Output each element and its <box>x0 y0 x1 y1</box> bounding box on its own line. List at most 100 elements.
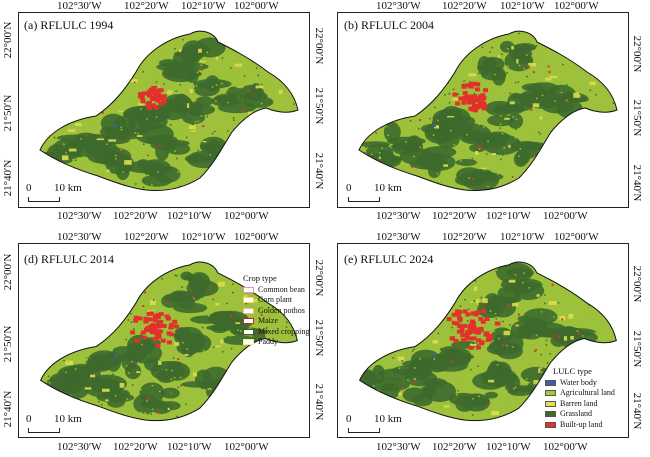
grassland-patch <box>173 327 191 341</box>
texture-pixel <box>499 127 501 129</box>
texture-pixel <box>168 74 170 76</box>
study-area-boundary <box>40 261 298 422</box>
texture-pixel <box>214 349 217 352</box>
texture-pixel <box>554 337 556 340</box>
texture-pixel <box>562 171 564 174</box>
texture-pixel <box>176 274 178 277</box>
texture-pixel <box>599 296 602 299</box>
texture-pixel <box>295 402 298 404</box>
texture-pixel <box>140 413 143 415</box>
texture-pixel <box>448 92 451 95</box>
texture-pixel <box>274 136 277 139</box>
texture-pixel <box>441 92 443 94</box>
texture-pixel <box>400 325 402 328</box>
built-up-patch <box>451 312 457 317</box>
texture-pixel <box>169 392 171 395</box>
grassland-patch <box>163 362 191 381</box>
texture-pixel <box>213 346 215 349</box>
texture-pixel <box>463 80 465 82</box>
texture-pixel <box>50 290 53 292</box>
texture-pixel <box>177 386 179 389</box>
lulc-legend-item: Water body <box>545 378 615 389</box>
texture-pixel <box>538 69 541 71</box>
texture-pixel <box>192 274 194 276</box>
texture-pixel <box>453 144 456 146</box>
grassland-patch <box>238 84 265 100</box>
texture-pixel <box>249 393 251 396</box>
barren-patch <box>491 410 499 416</box>
grassland-patch <box>517 323 545 340</box>
texture-pixel <box>554 100 557 102</box>
texture-pixel <box>186 296 189 298</box>
texture-pixel <box>250 49 252 51</box>
texture-pixel <box>527 304 529 307</box>
texture-pixel <box>51 92 54 94</box>
built-up-patch <box>457 310 463 315</box>
texture-pixel <box>267 191 269 193</box>
lat-label: 21°40′N <box>631 164 643 202</box>
grassland-patch <box>136 159 150 169</box>
texture-pixel <box>41 156 43 158</box>
texture-pixel <box>375 286 377 288</box>
texture-pixel <box>91 335 93 338</box>
texture-pixel <box>461 132 464 134</box>
texture-pixel <box>78 332 80 334</box>
built-up-patch <box>141 91 147 96</box>
barren-patch <box>482 298 488 304</box>
crop-legend-item: Maize <box>243 316 309 327</box>
texture-pixel <box>426 419 429 421</box>
texture-pixel <box>160 145 162 147</box>
texture-pixel <box>360 345 363 348</box>
lat-label: 22°00′N <box>2 253 14 291</box>
built-up-patch <box>461 84 467 89</box>
texture-pixel <box>594 283 596 286</box>
barren-patch <box>202 140 207 143</box>
barren-patch <box>573 92 581 98</box>
texture-pixel <box>219 166 222 169</box>
texture-pixel <box>62 38 65 41</box>
texture-pixel <box>557 302 560 304</box>
barren-patch <box>118 110 125 112</box>
texture-pixel <box>254 118 257 121</box>
texture-pixel <box>125 365 128 367</box>
texture-pixel <box>374 107 376 109</box>
texture-pixel <box>418 324 420 326</box>
texture-pixel <box>215 100 217 102</box>
texture-pixel <box>489 51 491 53</box>
barren-patch <box>468 73 476 77</box>
texture-pixel <box>467 320 469 322</box>
texture-pixel <box>473 300 476 302</box>
crop-swatch <box>243 328 254 335</box>
texture-pixel <box>506 71 508 74</box>
texture-pixel <box>609 361 611 363</box>
texture-pixel <box>422 46 424 48</box>
texture-pixel <box>131 342 134 344</box>
texture-pixel <box>214 410 217 413</box>
built-up-patch <box>464 94 470 99</box>
texture-pixel <box>386 376 388 378</box>
texture-pixel <box>383 94 385 96</box>
texture-pixel <box>452 292 454 294</box>
texture-pixel <box>413 337 415 339</box>
built-up-patch <box>465 336 471 341</box>
texture-pixel <box>156 171 159 173</box>
texture-pixel <box>244 100 247 102</box>
texture-pixel <box>522 281 524 284</box>
lulc-legend-label: Grassland <box>560 409 592 418</box>
built-up-patch <box>143 319 149 324</box>
texture-pixel <box>155 81 158 83</box>
texture-pixel <box>152 408 154 411</box>
texture-pixel <box>194 401 196 403</box>
lon-label: 102°30′W <box>376 231 421 243</box>
texture-pixel <box>195 85 198 87</box>
texture-pixel <box>538 131 540 134</box>
texture-pixel <box>478 302 481 305</box>
built-up-patch <box>469 329 475 334</box>
barren-patch <box>269 370 274 373</box>
barren-patch <box>475 150 479 156</box>
texture-pixel <box>174 47 176 50</box>
texture-pixel <box>159 80 161 83</box>
lon-label: 102°00′W <box>554 231 599 243</box>
texture-pixel <box>135 281 138 284</box>
built-up-patch <box>143 291 146 294</box>
